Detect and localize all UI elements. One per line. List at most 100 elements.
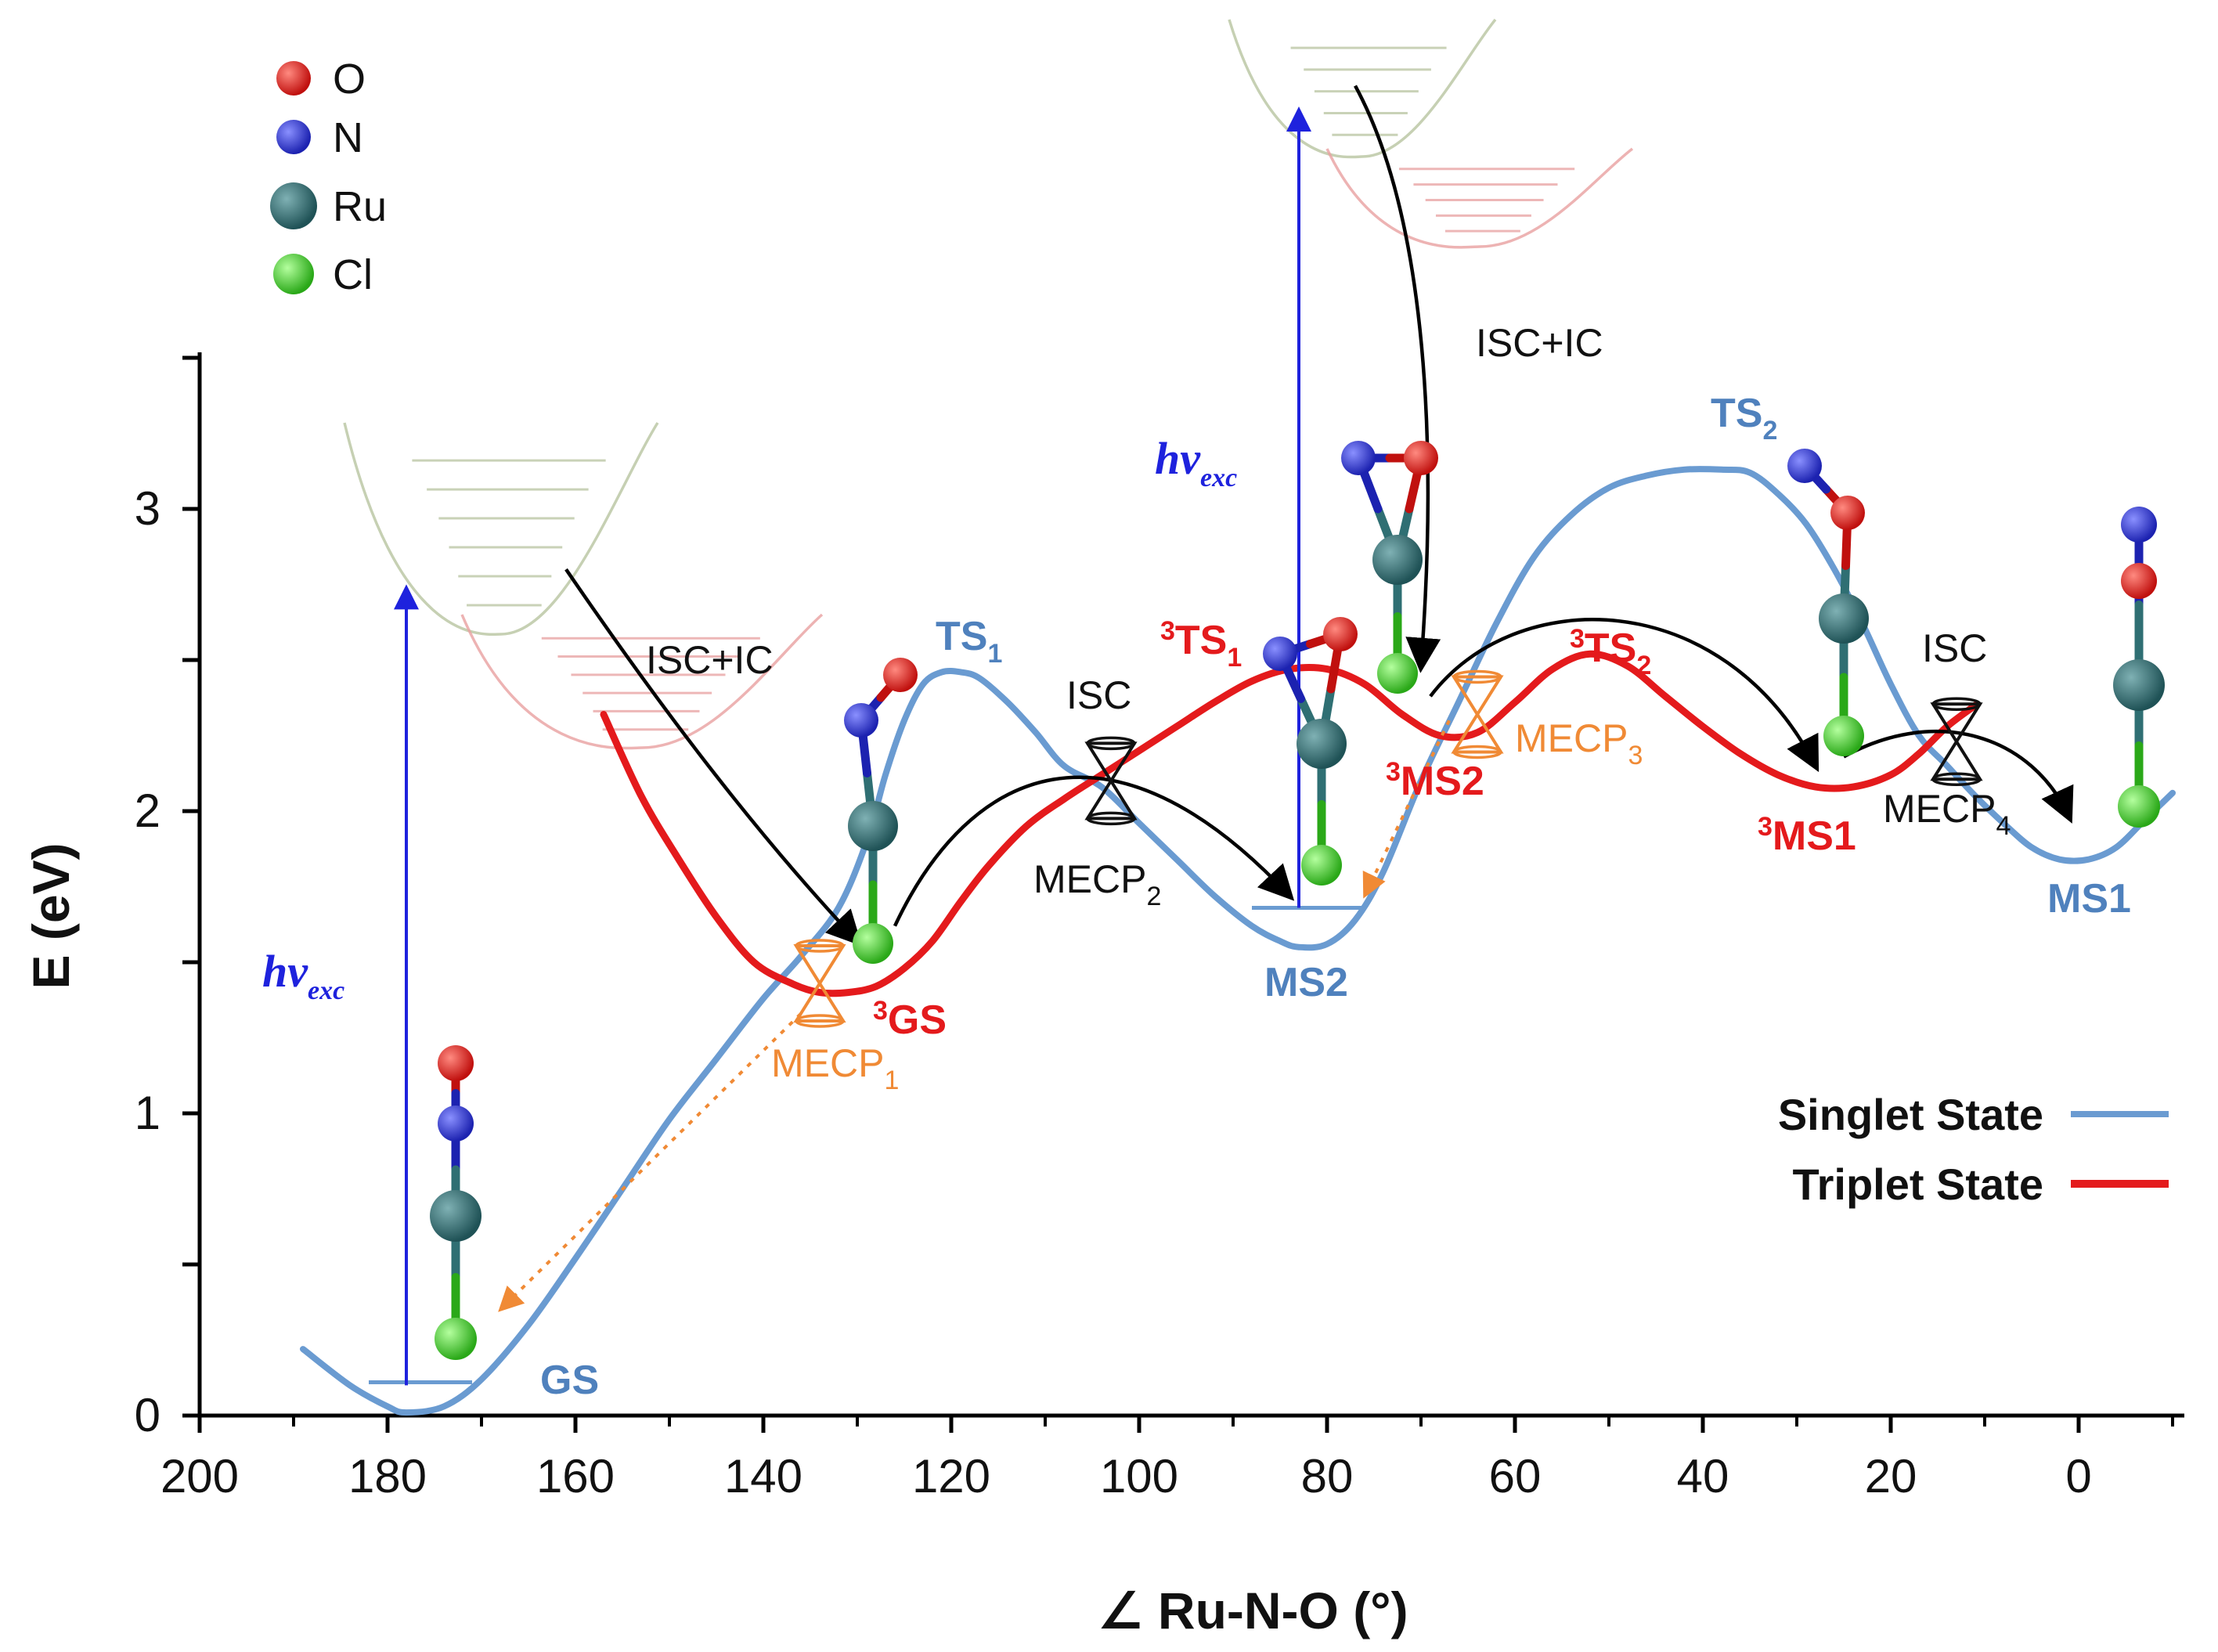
label-subscript: 2 [1146,882,1161,911]
state-label-triplet-ms1: 3MS1 [1758,812,1856,859]
label-main: MS2 [1264,960,1348,1005]
label-subscript: 2 [1636,651,1651,680]
isc-ic-label: ISC+IC [1476,321,1603,365]
label-subscript: exc [308,976,344,1005]
oxygen-atom [2121,563,2157,599]
label-subscript: 1 [1227,643,1242,673]
gs-to-ms2-arrow [893,775,1295,927]
isc-ic-label: ISC+IC [646,638,774,682]
x-tick-label: 80 [1301,1450,1354,1502]
mecp-markers [793,669,1983,1028]
x-tick-label: 160 [536,1450,615,1502]
mecp-hourglass-4 [1930,697,1983,786]
mecp-label-4: MECP4 [1883,787,2011,841]
axes [197,352,2184,1418]
mecp3-decay-arrow [1362,720,1451,899]
ruthenium-atom [2113,659,2165,711]
y-tick-label: 2 [135,785,160,837]
atom-legend-label: Ru [333,183,387,230]
nitrogen-atom [1341,441,1376,475]
atom-legend: ON Ru Cl [270,56,387,298]
label-main: hν [1155,433,1201,484]
oxygen-atom [1323,617,1358,651]
x-tick-label: 100 [1100,1450,1178,1502]
label-main: MS1 [2047,876,2131,922]
ruthenium-atom [848,801,898,851]
x-tick-label: 140 [724,1450,802,1502]
x-tick-label: 60 [1489,1450,1542,1502]
molecule-ts1 [844,658,918,964]
molecule-ms1 [2113,507,2165,828]
state-label-singlet-ms1: MS1 [2047,876,2131,922]
mecp-label-2: MECP2 [1033,857,1161,911]
well-curve [1325,147,1634,249]
hourglass-top [795,939,845,953]
y-tick-label: 3 [135,482,160,535]
y-tick-label: 0 [135,1389,160,1441]
chlorine-atom [1377,653,1418,694]
singlet-curve [300,466,2176,1416]
well-curve [460,613,824,750]
mecp1-decay-arrow [498,1012,802,1312]
isc-ic-arrow-left [564,568,863,947]
singlet-well-left [343,422,659,637]
atom-legend-marker-o [276,61,311,96]
hourglass-top [1086,736,1136,751]
energy-curves [300,466,2176,1416]
hourglass-top [1931,697,1982,711]
x-tick-label: 200 [160,1450,239,1502]
state-label-singlet-ts: TS1 [936,614,1002,669]
label-main: TS [1711,391,1762,436]
chlorine-atom [1301,845,1342,886]
label-main: TS [1585,626,1636,671]
nitrogen-atom [1787,449,1822,483]
x-axis-title: ∠ Ru-N-O (°) [1097,1582,1408,1639]
y-axis-title: E (eV) [22,842,80,989]
y-axis-ticks: 0 1 2 3 [135,355,200,1441]
molecule-ms2 [1263,617,1358,886]
label-main: ISC [1066,673,1131,717]
label-superscript: 3 [873,996,888,1026]
oxygen-atom [883,658,918,692]
label-main: MECP [1033,857,1146,901]
label-main: MECP [1515,716,1628,760]
state-label-triplet-ms2: 3MS2 [1386,757,1484,804]
singlet-well-top [1228,18,1497,159]
triplet-curve [600,650,1979,997]
ruthenium-atom [1819,593,1869,644]
oxygen-atom [1830,496,1865,530]
series-legend: Singlet State Triplet State [1778,1090,2169,1209]
ruthenium-atom [1297,719,1347,769]
mecp-hourglass-2 [1084,736,1138,826]
label-superscript: 3 [1160,616,1175,646]
state-label-triplet-ts: 3TS1 [1160,616,1242,673]
triplet-well-left [460,613,824,750]
atom-legend-marker-cl [273,254,314,294]
molecule-gs [430,1045,481,1360]
state-label-singlet-gs: GS [540,1358,599,1403]
excitation-label: hνexc [1155,433,1237,492]
nitrogen-atom [2121,507,2157,543]
label-main: MECP [1883,787,1996,831]
state-labels: GSTS1MS2TS2MS13GS3TS13MS23TS23MS1MECP1ME… [540,391,2131,1403]
label-main: MS1 [1773,813,1856,859]
chlorine-atom [1823,716,1864,756]
ms1-relax-arrow [1842,730,2074,824]
atom-legend-marker-n [276,120,311,154]
x-axis-ticks: 200 180 160 140 120 100 80 60 40 20 0 [160,1416,2174,1502]
isc-label: ISC [1066,673,1131,717]
state-label-singlet-ms2: MS2 [1264,960,1348,1005]
label-main: ISC+IC [1476,321,1603,365]
legend-label-triplet: Triplet State [1792,1160,2043,1209]
label-superscript: 3 [1570,624,1585,654]
isc-label: ISC [1922,626,1987,670]
legend-label-singlet: Singlet State [1778,1090,2043,1139]
label-main: GS [540,1358,599,1403]
chlorine-atom [2118,785,2160,828]
label-main: MS2 [1401,759,1484,804]
hourglass-bottom [1086,811,1136,826]
state-label-singlet-ts: TS2 [1711,391,1777,445]
mecp-label-3: MECP3 [1515,716,1643,770]
